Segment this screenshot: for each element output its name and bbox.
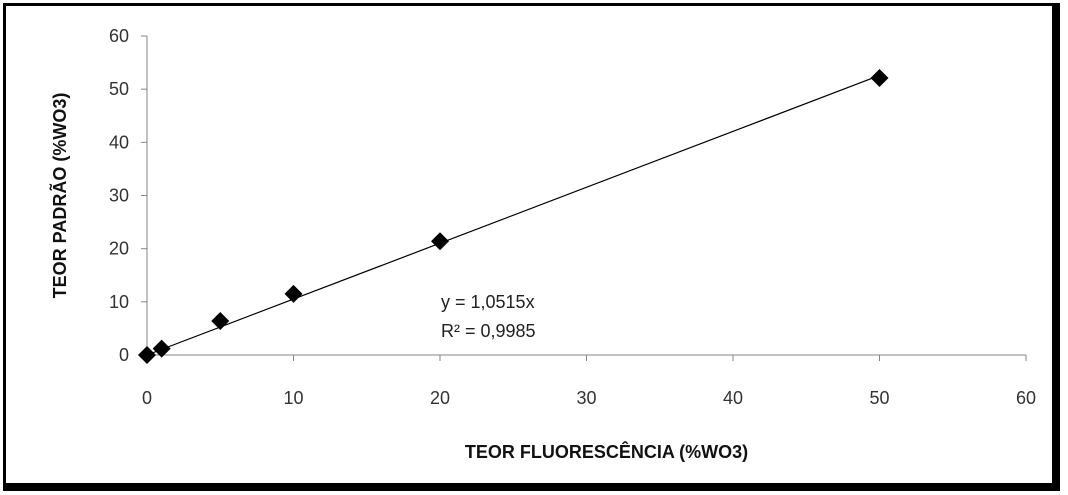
y-tick-label: 50 [109,79,129,99]
y-tick-label: 40 [109,132,129,152]
x-tick-label: 20 [430,388,450,408]
x-tick-label: 40 [723,388,743,408]
x-tick-label: 0 [142,388,152,408]
x-tick-label: 10 [283,388,303,408]
data-point-diamond [152,339,171,358]
y-tick-label: 0 [119,345,129,365]
data-points [138,69,889,364]
trendline [146,74,880,356]
y-tick-label: 20 [109,239,129,259]
y-axis-title: TEOR PADRÃO (%WO3) [49,93,70,299]
data-point-diamond [138,346,156,364]
trendline-r-squared: R² = 0,9985 [441,321,536,341]
axes: 0 10 20 30 40 50 60 0 10 20 30 40 50 60 [109,26,1036,408]
data-point-diamond [431,232,449,251]
y-tick-label: 60 [109,26,129,46]
y-tick-label: 10 [109,292,129,312]
x-tick-label: 50 [869,388,889,408]
trendline-equation: y = 1,0515x [441,292,535,312]
x-tick-label: 30 [576,388,596,408]
x-axis-title: TEOR FLUORESCÊNCIA (%WO3) [465,441,748,462]
data-point-diamond [870,69,889,88]
y-tick-label: 30 [109,186,129,206]
trendline-group [146,74,880,356]
chart-frame [3,3,1060,491]
x-tick-label: 60 [1016,388,1036,408]
data-point-diamond [211,311,230,330]
data-point-diamond [284,284,303,303]
